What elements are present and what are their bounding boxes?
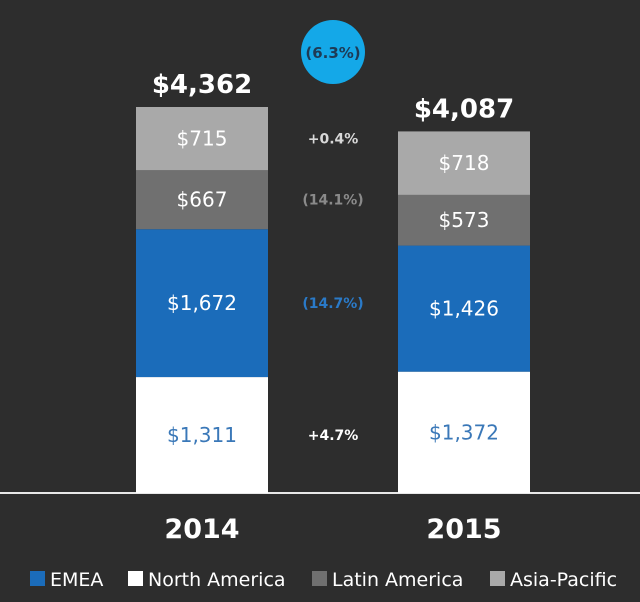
legend-swatch-latin-america xyxy=(312,571,327,586)
bar-segment-2015-latin-america xyxy=(398,194,530,246)
legend-label: Asia-Pacific xyxy=(510,569,617,591)
year-axis-label-2014: 2014 xyxy=(164,514,239,545)
legend-swatch-asia-pacific xyxy=(490,571,505,586)
bar-segment-2014-asia-pacific xyxy=(136,107,268,171)
segment-change-label: (14.1%) xyxy=(302,193,363,209)
legend-label: Latin America xyxy=(332,569,463,591)
total-change-badge xyxy=(301,20,365,84)
total-change-badge-label: (6.3%) xyxy=(305,44,360,62)
legend-swatch-emea xyxy=(30,571,45,586)
bar-segment-label: $1,311 xyxy=(167,423,237,447)
bar-segment-label: $718 xyxy=(439,151,490,175)
bar-segment-label: $667 xyxy=(177,188,228,212)
bar-segment-label: $1,372 xyxy=(429,420,499,444)
legend-label: North America xyxy=(148,569,286,591)
bar-segment-label: $1,672 xyxy=(167,291,237,315)
bar-segment-2015-asia-pacific xyxy=(398,131,530,195)
bar-segment-2014-north-america xyxy=(136,377,268,493)
legend-swatch-north-america xyxy=(128,571,143,586)
bar-segment-2015-north-america xyxy=(398,371,530,493)
year-axis-label-2015: 2015 xyxy=(426,514,501,545)
segment-change-label: (14.7%) xyxy=(302,296,363,312)
bar-segment-2014-latin-america xyxy=(136,170,268,230)
bar-segment-label: $715 xyxy=(177,127,228,151)
bar-total-label-2014: $4,362 xyxy=(152,70,252,100)
bar-segment-2014-emea xyxy=(136,229,268,378)
segment-change-label: +0.4% xyxy=(308,132,359,148)
bar-segment-label: $1,426 xyxy=(429,297,499,321)
bar-total-label-2015: $4,087 xyxy=(414,94,514,124)
bar-segment-2015-emea xyxy=(398,245,530,372)
bar-segment-label: $573 xyxy=(439,208,490,232)
segment-change-label: +4.7% xyxy=(308,428,359,444)
legend-label: EMEA xyxy=(50,569,103,591)
